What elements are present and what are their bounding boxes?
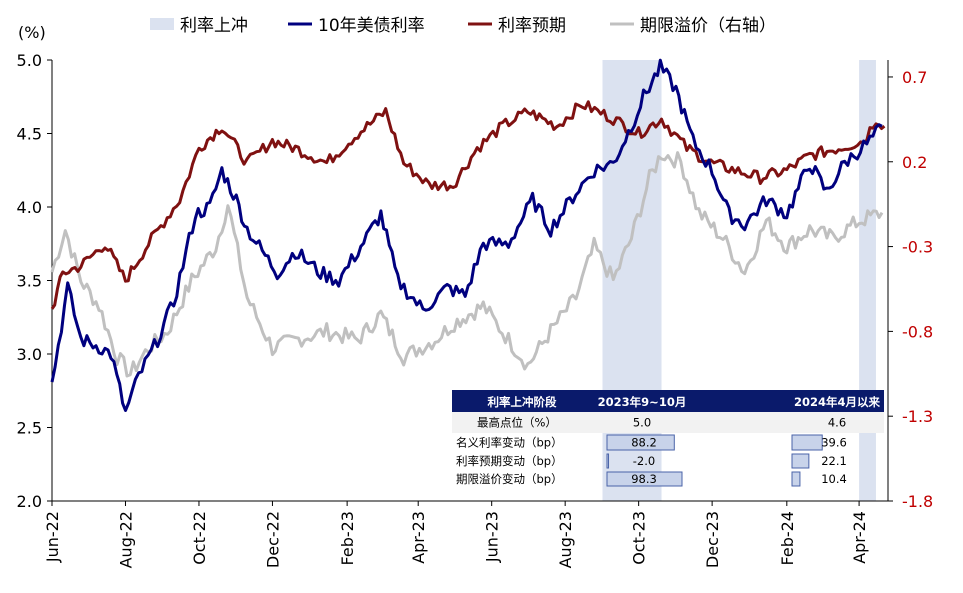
axes-layer: (%) 2.0 2.5 3.0 3.5 4.0 4.5 5.0 -1.8 -1.3 -0.8 -0.3… — [17, 23, 934, 568]
table-row-label: 利率预期变动（bp） — [456, 454, 563, 468]
table-bar-p1 — [606, 434, 675, 451]
table-cell-p2: 10.4 — [821, 472, 847, 486]
table-row-label: 名义利率变动（bp） — [456, 436, 563, 450]
table-header-period2: 2024年4月以来 — [794, 395, 881, 409]
series-line-0 — [50, 151, 884, 378]
x-tick-label: Feb-24 — [778, 511, 797, 565]
table-bar-p1 — [606, 453, 610, 469]
lines-layer — [50, 58, 886, 412]
table-cell-p2: 22.1 — [821, 454, 847, 468]
legend-swatch-shade — [150, 18, 174, 30]
table-cell-p1: 5.0 — [633, 416, 651, 430]
x-tick-label: Jun-23 — [483, 511, 502, 563]
left-tick-label: 4.5 — [17, 125, 42, 144]
x-tick-label: Jun-22 — [43, 511, 62, 563]
table-header-label: 利率上冲阶段 — [487, 395, 557, 409]
legend-label-expect: 利率预期 — [498, 16, 566, 36]
left-tick-label: 3.0 — [17, 345, 42, 364]
x-tick-label: Dec-22 — [263, 511, 282, 568]
table-cell-p2: 39.6 — [821, 436, 847, 450]
right-tick-label: -1.3 — [902, 407, 933, 426]
table-bar-p1 — [606, 471, 683, 487]
right-tick-label: -1.8 — [902, 492, 933, 511]
x-tick-label: Oct-23 — [630, 511, 649, 565]
x-tick-label: Dec-23 — [703, 511, 722, 568]
right-tick-label: -0.8 — [902, 322, 933, 341]
series-line-2 — [50, 58, 883, 412]
x-tick-label: Apr-24 — [850, 511, 869, 564]
x-tick-label: Feb-23 — [338, 511, 357, 565]
table-bar-p2 — [791, 434, 823, 451]
right-tick-label: 0.2 — [902, 153, 927, 172]
table-cell-p1: 98.3 — [631, 472, 657, 486]
table-row-bg — [452, 412, 884, 433]
x-tick-label: Oct-22 — [190, 511, 209, 565]
x-tick-label: Apr-23 — [409, 511, 428, 564]
table-row-label: 期限溢价变动（bp） — [456, 472, 563, 486]
legend-label-premium: 期限溢价（右轴） — [640, 16, 776, 36]
left-tick-label: 4.0 — [17, 198, 42, 217]
table-cell-p2: 4.6 — [828, 416, 846, 430]
right-tick-label: 0.7 — [902, 68, 927, 87]
x-tick-label: Aug-22 — [116, 511, 135, 568]
legend-label-shade: 利率上冲 — [180, 16, 248, 36]
table-header-period1: 2023年9~10月 — [598, 395, 687, 409]
table-cell-p1: -2.0 — [633, 454, 655, 468]
left-tick-label: 5.0 — [17, 51, 42, 70]
legend: 利率上冲 10年美债利率 利率预期 期限溢价（右轴） — [150, 16, 776, 36]
table-cell-p1: 88.2 — [631, 436, 657, 450]
series-line-1 — [50, 100, 886, 310]
table-bar-p2 — [791, 453, 810, 469]
table-row-label: 最高点位（%） — [477, 416, 557, 430]
left-tick-label: 3.5 — [17, 272, 42, 291]
right-tick-label: -0.3 — [902, 238, 933, 257]
left-tick-label: 2.5 — [17, 419, 42, 438]
y-unit-label: (%) — [18, 23, 46, 42]
x-tick-label: Aug-23 — [556, 511, 575, 568]
table-bar-p2 — [791, 471, 801, 487]
table-header-bg — [452, 390, 884, 412]
left-tick-label: 2.0 — [17, 492, 42, 511]
legend-label-yield10: 10年美债利率 — [318, 16, 425, 36]
